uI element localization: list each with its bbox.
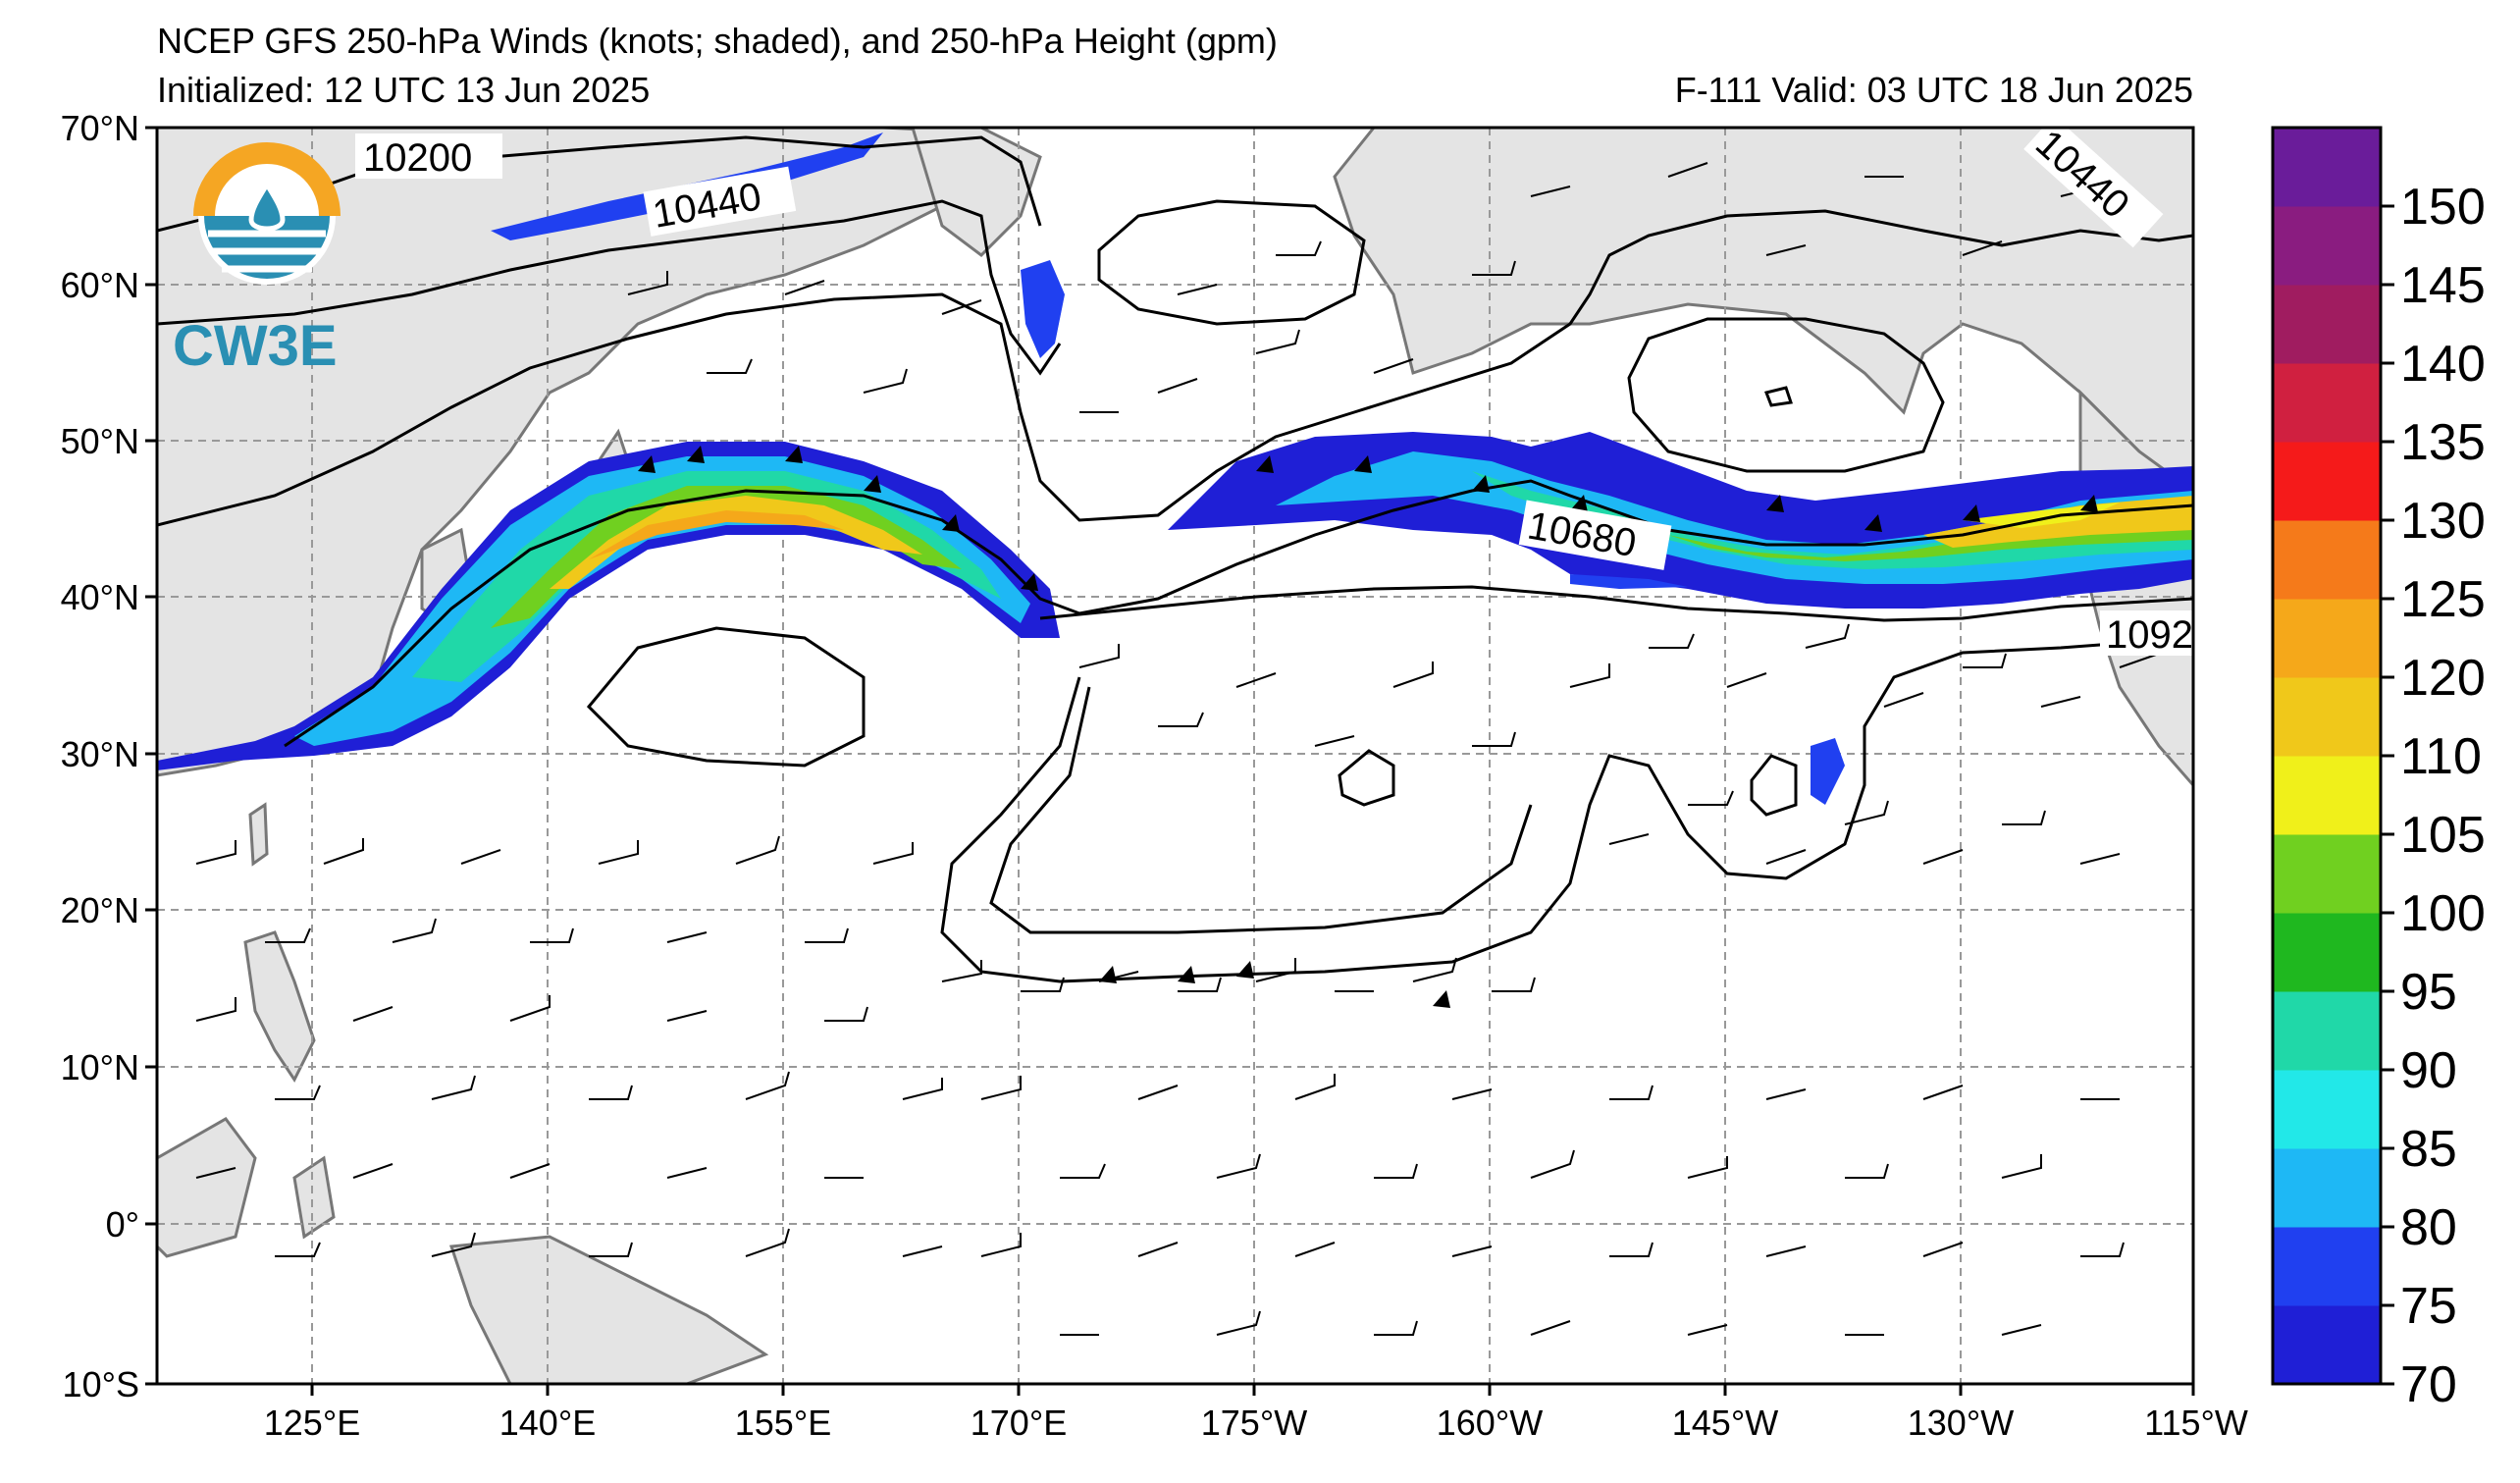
- colorbar-tick-label: 145: [2400, 257, 2486, 314]
- lon-label: 125°E: [264, 1403, 360, 1443]
- lat-label: 40°N: [61, 577, 139, 617]
- wind-barb-flags: [638, 446, 2098, 1008]
- colorbar-segment: [2273, 1305, 2381, 1385]
- colorbar-segment: [2273, 991, 2381, 1071]
- colorbar-tick-label: 105: [2400, 807, 2486, 864]
- colorbar-segment: [2273, 1148, 2381, 1228]
- colorbar-segment: [2273, 285, 2381, 364]
- colorbar-segment: [2273, 363, 2381, 443]
- land-newguinea: [448, 1235, 769, 1384]
- lat-label: 10°N: [61, 1047, 139, 1087]
- colorbar-segment: [2273, 834, 2381, 914]
- colorbar-tick-label: 95: [2400, 964, 2457, 1021]
- lat-label: 30°N: [61, 734, 139, 774]
- colorbar-tick-label: 90: [2400, 1042, 2457, 1099]
- colorbar-segment: [2273, 520, 2381, 600]
- lat-label: 70°N: [61, 108, 139, 148]
- land-philippines: [243, 930, 316, 1083]
- colorbar-segment: [2273, 913, 2381, 992]
- latitude-labels: 70°N 60°N 50°N 40°N 30°N 20°N 10°N 0° 10…: [61, 108, 139, 1404]
- lon-label: 155°E: [735, 1403, 831, 1443]
- jet-west: [157, 442, 1060, 770]
- colorbar-tick-label: 70: [2400, 1356, 2457, 1413]
- gridlines: [157, 128, 2193, 1384]
- colorbar-segment: [2273, 442, 2381, 521]
- colorbar-tick-label: 150: [2400, 179, 2486, 236]
- valid-time: F-111 Valid: 03 UTC 18 Jun 2025: [1674, 70, 2193, 110]
- land-kamchatka: [911, 128, 1042, 257]
- colorbar-ticks: 150 145 140 135 130 125 120 110 105 100 95 90 85 80 75…: [2381, 179, 2486, 1413]
- colorbar-segment: [2273, 677, 2381, 757]
- contour-label-10200: 10200: [363, 136, 472, 180]
- colorbar-segment: [2273, 1070, 2381, 1149]
- land-sulawesi: [292, 1155, 336, 1240]
- colorbar-segment: [2273, 1227, 2381, 1306]
- longitude-labels: 125°E 140°E 155°E 170°E 175°W 160°W 145°…: [264, 1403, 2248, 1443]
- lat-label: 10°S: [63, 1364, 139, 1404]
- colorbar-tick-label: 85: [2400, 1121, 2457, 1178]
- colorbar-tick-label: 130: [2400, 493, 2486, 550]
- lon-label: 160°W: [1437, 1403, 1543, 1443]
- land-taiwan: [248, 802, 269, 867]
- colorbar-tick-label: 80: [2400, 1199, 2457, 1256]
- colorbar-tick-label: 125: [2400, 571, 2486, 628]
- colorbar: [2273, 128, 2381, 1385]
- lat-label: 60°N: [61, 265, 139, 305]
- colorbar-tick-label: 120: [2400, 650, 2486, 707]
- lon-label: 170°E: [971, 1403, 1067, 1443]
- lat-label: 20°N: [61, 890, 139, 930]
- height-contours: [157, 135, 2193, 983]
- lat-label: 50°N: [61, 421, 139, 461]
- logo-text: CW3E: [173, 314, 338, 378]
- colorbar-segment: [2273, 756, 2381, 835]
- axis-ticks: [145, 126, 2195, 1396]
- map-content: 10200 10440 10440 10680 1092 CW3E: [157, 128, 2193, 1384]
- init-time: Initialized: 12 UTC 13 Jun 2025: [157, 70, 651, 110]
- colorbar-tick-label: 75: [2400, 1278, 2457, 1335]
- colorbar-segment: [2273, 206, 2381, 286]
- chart-title: NCEP GFS 250-hPa Winds (knots; shaded), …: [157, 21, 1278, 61]
- lon-label: 145°W: [1672, 1403, 1778, 1443]
- colorbar-tick-label: 140: [2400, 336, 2486, 393]
- wind-barbs: [195, 162, 2160, 1336]
- colorbar-segment: [2273, 599, 2381, 678]
- map-frame: [155, 126, 2195, 1386]
- lon-label: 175°W: [1201, 1403, 1307, 1443]
- lon-label: 130°W: [1908, 1403, 2014, 1443]
- colorbar-segment: [2273, 128, 2381, 207]
- contour-label-1092: 1092: [2106, 613, 2193, 657]
- cw3e-logo: CW3E: [173, 142, 341, 378]
- lon-label: 140°E: [499, 1403, 596, 1443]
- colorbar-tick-label: 110: [2400, 728, 2482, 785]
- land-borneo: [157, 1117, 257, 1258]
- colorbar-tick-label: 100: [2400, 885, 2486, 942]
- lon-label: 115°W: [2144, 1403, 2248, 1443]
- lat-label: 0°: [106, 1204, 139, 1245]
- colorbar-tick-label: 135: [2400, 414, 2486, 471]
